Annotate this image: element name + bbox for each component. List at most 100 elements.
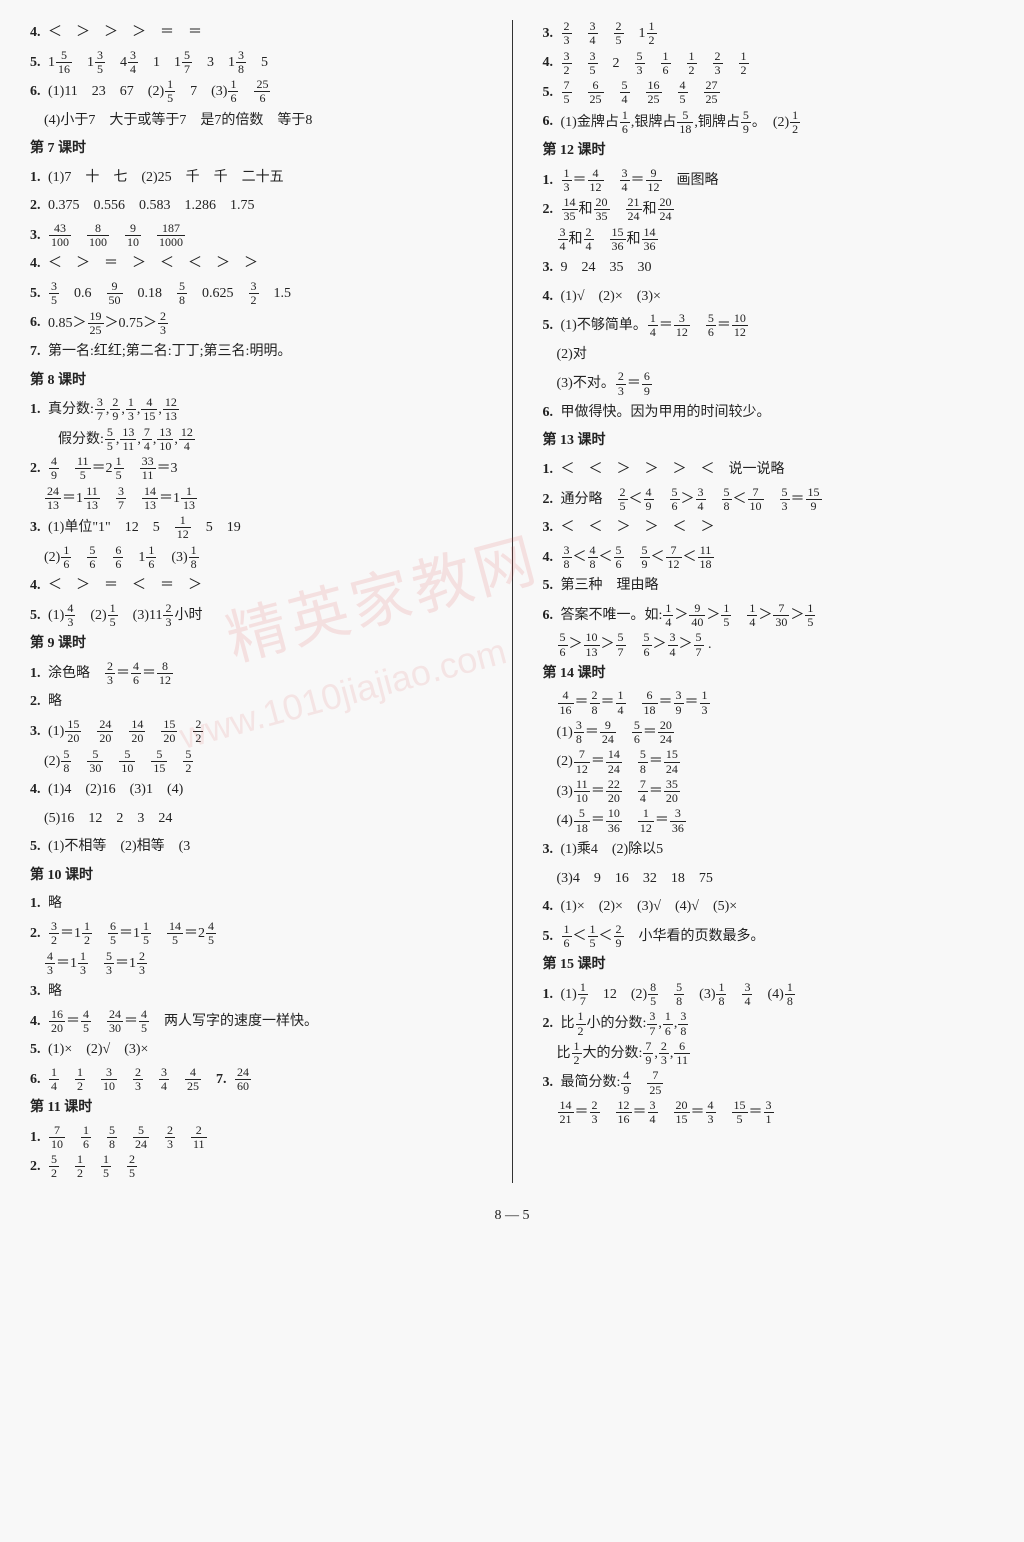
answer-line: 5.35 0.6 950 0.18 58 0.625 32 1.5 xyxy=(30,280,482,308)
fraction: 34 xyxy=(159,1066,169,1093)
item-text: ＜ ＞ ＞ ＞ ＝ ＝ xyxy=(48,25,202,40)
answer-line: 1421＝23 1216＝34 2015＝43 155＝31 xyxy=(543,1099,995,1127)
answer-line: 6.甲做得快。因为甲用的时间较少。 xyxy=(543,400,995,427)
answer-line: 4.1620＝45 2430＝45 两人写字的速度一样快。 xyxy=(30,1008,482,1036)
fraction: 49 xyxy=(644,486,654,513)
fraction: 38 xyxy=(562,544,572,571)
fraction: 66 xyxy=(113,544,123,571)
fraction: 18 xyxy=(716,981,726,1008)
answer-line: 5.1516 135 434 1 157 3 138 5 xyxy=(30,49,482,77)
answer-line: 2.0.375 0.556 0.583 1.286 1.75 xyxy=(30,193,482,220)
answer-line: 5.16＜15＜29 小华看的页数最多。 xyxy=(543,923,995,951)
fraction: 37 xyxy=(647,1010,657,1037)
fraction: 415 xyxy=(141,396,157,423)
fraction: 31 xyxy=(764,1099,774,1126)
fraction: 15 xyxy=(165,78,175,105)
fraction: 3520 xyxy=(664,778,680,805)
fraction: 924 xyxy=(600,719,616,746)
answer-line: 1.(1)7 十 七 (2)25 千 千 二十五 xyxy=(30,165,482,192)
fraction: 23 xyxy=(137,950,147,977)
fraction: 112 xyxy=(175,514,191,541)
fraction: 1625 xyxy=(646,79,662,106)
fraction: 15 xyxy=(588,923,598,950)
fraction: 2024 xyxy=(658,196,674,223)
fraction: 53 xyxy=(104,950,114,977)
section-title: 第 8 课时 xyxy=(30,368,482,395)
fraction: 45 xyxy=(678,79,688,106)
fraction: 1113 xyxy=(84,485,100,512)
answer-line: 416＝28＝14 618＝39＝13 xyxy=(543,689,995,717)
fraction: 23 xyxy=(163,602,173,629)
answer-line: 假分数:55,1311,74,1310,124 xyxy=(30,426,482,454)
fraction: 12 xyxy=(75,1153,85,1180)
fraction: 54 xyxy=(620,79,630,106)
item-num: 4. xyxy=(30,20,48,47)
answer-line: 2.49 115＝215 3311＝3 xyxy=(30,455,482,483)
fraction: 57 xyxy=(694,631,704,658)
fraction: 56 xyxy=(706,312,716,339)
fraction: 1925 xyxy=(88,310,104,337)
fraction: 336 xyxy=(670,807,686,834)
fraction: 2024 xyxy=(658,719,674,746)
fraction: 710 xyxy=(748,486,764,513)
fraction: 56 xyxy=(642,631,652,658)
fraction: 1012 xyxy=(732,312,748,339)
fraction: 730 xyxy=(773,602,789,629)
answer-line: 1.13＝412 34＝912 画图略 xyxy=(543,167,995,195)
answer-line: 5.75 625 54 1625 45 2725 xyxy=(543,79,995,107)
answer-line: (3)不对。23＝69 xyxy=(543,370,995,398)
fraction: 15 xyxy=(141,920,151,947)
fraction: 211 xyxy=(191,1124,207,1151)
fraction: 24 xyxy=(584,226,594,253)
section-title: 第 13 课时 xyxy=(543,428,995,455)
fraction: 15 xyxy=(108,602,118,629)
answer-line: 2.52 12 15 25 xyxy=(30,1153,482,1181)
fraction: 1310 xyxy=(157,426,173,453)
fraction: 812 xyxy=(157,660,173,687)
fraction: 45 xyxy=(206,920,216,947)
fraction: 112 xyxy=(638,807,654,834)
fraction: 23 xyxy=(713,50,723,77)
fraction: 8100 xyxy=(87,222,109,249)
answer-line: 4.(1)√ (2)× (3)× xyxy=(543,284,995,311)
fraction: 13 xyxy=(78,950,88,977)
fraction: 16 xyxy=(620,109,630,136)
answer-line: 5.(1)不够简单。14＝312 56＝1012 xyxy=(543,312,995,340)
fraction: 18 xyxy=(785,981,795,1008)
fraction: 1311 xyxy=(120,426,136,453)
answer-line: 3.最简分数:49 725 xyxy=(543,1069,995,1097)
answer-line: 4.(1)× (2)× (3)√ (4)√ (5)× xyxy=(543,894,995,921)
fraction: 34 xyxy=(696,486,706,513)
fraction: 58 xyxy=(638,748,648,775)
fraction: 23 xyxy=(659,1040,669,1067)
fraction: 712 xyxy=(666,544,682,571)
fraction: 518 xyxy=(677,109,693,136)
answer-line: 5.第三种 理由略 xyxy=(543,573,995,600)
fraction: 1871000 xyxy=(157,222,185,249)
answer-line: 3.＜ ＜ ＞ ＞ ＜ ＞ xyxy=(543,515,995,542)
fraction: 15 xyxy=(114,455,124,482)
fraction: 13 xyxy=(700,689,710,716)
fraction: 49 xyxy=(49,455,59,482)
fraction: 12 xyxy=(647,20,657,47)
fraction: 516 xyxy=(56,49,72,76)
fraction: 2015 xyxy=(674,1099,690,1126)
fraction: 14 xyxy=(663,602,673,629)
fraction: 510 xyxy=(119,748,135,775)
fraction: 416 xyxy=(558,689,574,716)
fraction: 57 xyxy=(182,49,192,76)
answer-line: 2.32＝112 65＝115 145＝245 xyxy=(30,920,482,948)
fraction: 23 xyxy=(105,660,115,687)
fraction: 725 xyxy=(647,1069,663,1096)
fraction: 2725 xyxy=(704,79,720,106)
fraction: 14 xyxy=(747,602,757,629)
fraction: 43 xyxy=(65,602,75,629)
answer-line: 5.(1)× (2)√ (3)× xyxy=(30,1037,482,1064)
answer-line: 1.(1)17 12 (2)85 58 (3)18 34 (4)18 xyxy=(543,981,995,1009)
fraction: 1435 xyxy=(562,196,578,223)
fraction: 34 xyxy=(588,20,598,47)
fraction: 34 xyxy=(648,1099,658,1126)
fraction: 155 xyxy=(732,1099,748,1126)
fraction: 14 xyxy=(648,312,658,339)
answer-line: 2.比12小的分数:37,16,38 xyxy=(543,1010,995,1038)
